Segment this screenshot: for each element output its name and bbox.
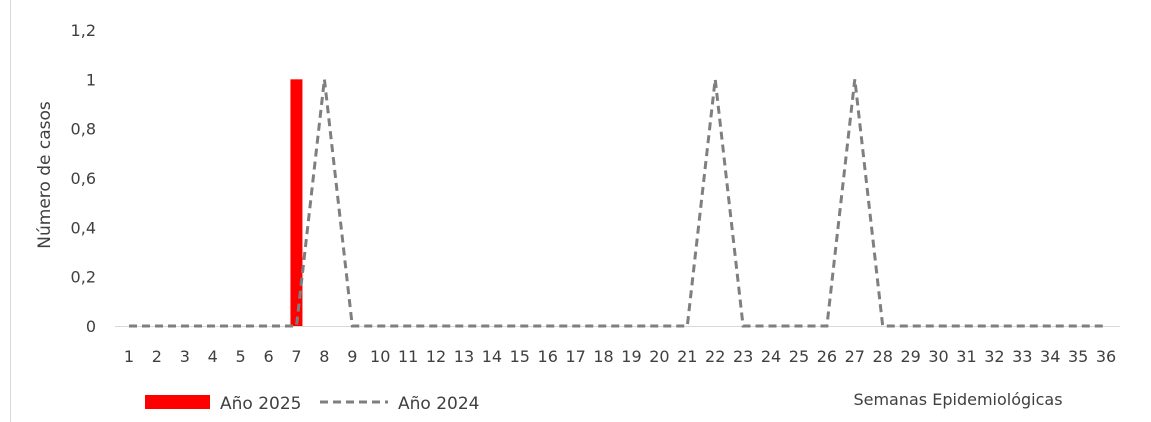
y-tick-label: 0,2 xyxy=(71,268,96,287)
x-tick-label: 3 xyxy=(180,347,190,366)
x-tick-label: 19 xyxy=(621,347,641,366)
y-tick-label: 0 xyxy=(86,317,96,336)
x-tick-label: 1 xyxy=(124,347,134,366)
y-tick-label: 1 xyxy=(86,70,96,89)
x-tick-label: 34 xyxy=(1040,347,1060,366)
bar-series xyxy=(290,79,303,326)
x-tick-label: 33 xyxy=(1012,347,1032,366)
line-series xyxy=(129,79,1106,328)
x-tick-label: 27 xyxy=(845,347,865,366)
x-tick-label: 31 xyxy=(956,347,976,366)
x-tick-label: 23 xyxy=(733,347,753,366)
x-tick-label: 15 xyxy=(510,347,530,366)
bar xyxy=(290,79,303,326)
x-tick-label: 7 xyxy=(291,347,301,366)
x-tick-label: 4 xyxy=(208,347,218,366)
x-tick-label: 11 xyxy=(398,347,418,366)
x-tick-label: 18 xyxy=(593,347,613,366)
x-tick-label: 29 xyxy=(900,347,920,366)
legend-label: Año 2024 xyxy=(398,394,479,414)
x-tick-label: 30 xyxy=(928,347,948,366)
legend: Año 2025 Año 2024 xyxy=(145,394,479,414)
series-line xyxy=(129,79,1106,328)
y-tick-label: 0,4 xyxy=(71,218,96,237)
y-tick-label: 1,2 xyxy=(71,21,96,40)
x-tick-label: 22 xyxy=(705,347,725,366)
x-axis-ticks: 1 2 3 4 5 6 7 8 9 10 11 12 13 14 15 16 17 18 19 20 21 22 23 24 2… xyxy=(124,347,1116,366)
x-tick-label: 25 xyxy=(789,347,809,366)
x-tick-label: 16 xyxy=(538,347,558,366)
x-tick-label: 9 xyxy=(347,347,357,366)
x-tick-label: 14 xyxy=(482,347,502,366)
x-tick-label: 24 xyxy=(761,347,781,366)
y-tick-label: 0,8 xyxy=(71,120,96,139)
x-tick-label: 5 xyxy=(236,347,246,366)
y-axis-title: Número de casos xyxy=(35,101,55,249)
x-tick-label: 12 xyxy=(426,347,446,366)
x-tick-label: 36 xyxy=(1096,347,1116,366)
y-tick-label: 0,6 xyxy=(71,169,96,188)
x-tick-label: 2 xyxy=(152,347,162,366)
x-axis-title: Semanas Epidemiológicas xyxy=(853,390,1062,409)
legend-swatch-bar xyxy=(145,395,210,409)
legend-label: Año 2025 xyxy=(220,394,301,414)
x-tick-label: 32 xyxy=(984,347,1004,366)
x-tick-label: 10 xyxy=(370,347,390,366)
x-tick-label: 35 xyxy=(1068,347,1088,366)
x-tick-label: 13 xyxy=(454,347,474,366)
x-tick-label: 20 xyxy=(649,347,669,366)
x-tick-label: 17 xyxy=(565,347,585,366)
y-axis-ticks: 0 0,2 0,4 0,6 0,8 1 1,2 xyxy=(71,21,96,336)
x-tick-label: 8 xyxy=(319,347,329,366)
x-tick-label: 28 xyxy=(873,347,893,366)
x-tick-label: 6 xyxy=(263,347,273,366)
x-tick-label: 21 xyxy=(677,347,697,366)
x-tick-label: 26 xyxy=(817,347,837,366)
